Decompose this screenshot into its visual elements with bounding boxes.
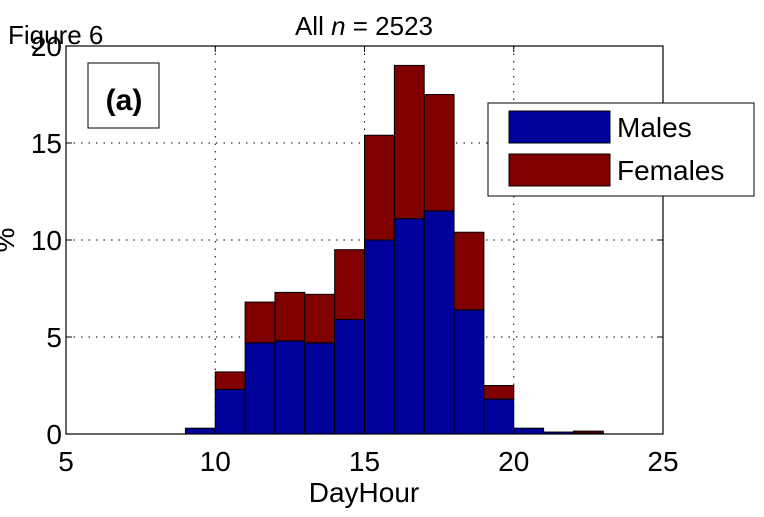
x-tick-label: 15 [349, 446, 380, 477]
legend-swatch-males [508, 110, 611, 144]
y-tick-label: 20 [31, 31, 62, 62]
y-tick-label: 0 [46, 419, 62, 450]
figure-label: Figure 6 [8, 20, 103, 50]
bar-females [304, 293, 336, 344]
bar-males [364, 239, 395, 435]
bar-males [453, 309, 485, 435]
bar-females [453, 231, 485, 311]
title-suffix: = 2523 [346, 11, 433, 41]
bar-males [334, 319, 365, 435]
legend: Males Females [487, 102, 755, 197]
bar-females [483, 385, 515, 400]
y-tick-label: 15 [31, 128, 62, 159]
bar-females [393, 64, 425, 220]
bar-females [334, 249, 365, 321]
chart-title: All n = 2523 [295, 11, 433, 41]
bar-males [214, 388, 246, 435]
bar-females [274, 291, 306, 342]
bar-males [483, 398, 515, 435]
bar-females [214, 371, 246, 390]
title-variable: n [331, 11, 345, 41]
panel-label-box: (a) [87, 62, 160, 129]
bar-males [244, 342, 276, 435]
bar-females [244, 301, 276, 344]
panel-label: (a) [106, 84, 143, 117]
legend-swatch-females [508, 153, 611, 187]
title-prefix: All [295, 11, 331, 41]
bar-males [393, 218, 425, 435]
x-tick-label: 25 [647, 446, 678, 477]
y-axis-label: % [0, 228, 20, 253]
bar-females [364, 134, 395, 241]
bar-males [513, 427, 545, 435]
x-tick-label: 20 [498, 446, 529, 477]
legend-label-females: Females [617, 155, 724, 186]
bar-males [304, 342, 336, 435]
x-axis-label: DayHour [309, 477, 419, 508]
bar-females [423, 94, 455, 212]
bar-females [572, 430, 604, 434]
x-tick-label: 5 [58, 446, 74, 477]
bar-males [184, 427, 216, 435]
bar-males [423, 210, 455, 435]
y-tick-label: 10 [31, 225, 62, 256]
bars [184, 64, 604, 435]
x-tick-label: 10 [200, 446, 231, 477]
legend-label-males: Males [617, 112, 692, 143]
bar-males [274, 340, 306, 435]
y-tick-label: 5 [46, 322, 62, 353]
